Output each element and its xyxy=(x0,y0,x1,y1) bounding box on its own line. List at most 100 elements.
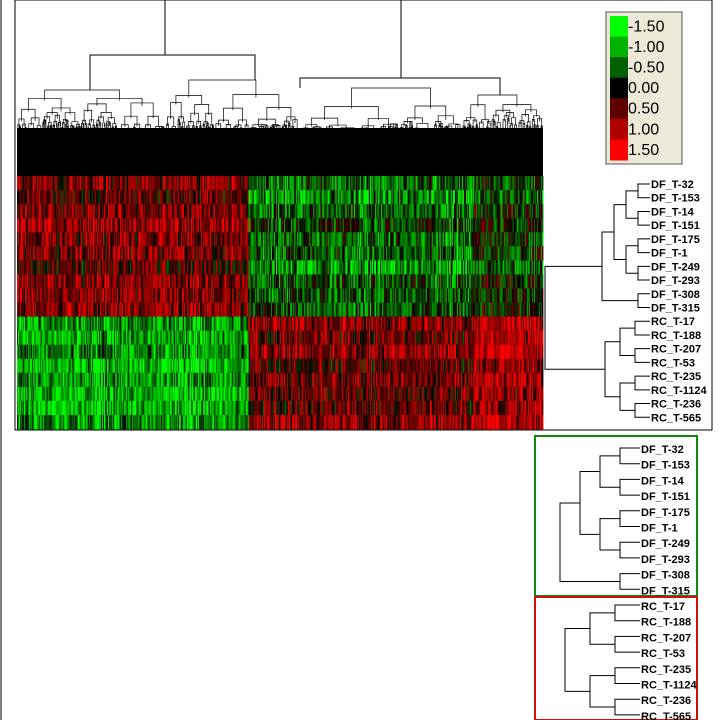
heatmap-cell xyxy=(129,232,131,247)
heatmap-cell xyxy=(206,414,208,430)
heatmap-cell xyxy=(238,358,240,374)
heatmap-cell xyxy=(96,232,99,247)
heatmap-cell xyxy=(83,204,86,219)
heatmap-cell xyxy=(184,386,187,402)
heatmap-cell xyxy=(25,288,27,303)
heatmap-cell xyxy=(219,414,221,430)
heatmap-cell xyxy=(241,400,243,416)
heatmap-cell xyxy=(54,204,56,219)
heatmap-cell xyxy=(254,274,257,289)
heatmap-cell xyxy=(227,232,229,247)
heatmap-cell xyxy=(68,358,70,374)
heatmap-cell xyxy=(198,204,200,219)
heatmap-cell xyxy=(20,204,22,219)
heatmap-cell xyxy=(133,400,135,416)
heatmap-cell xyxy=(94,386,97,402)
heatmap-cell xyxy=(42,204,44,219)
heatmap-cell xyxy=(46,386,48,402)
heatmap-cell xyxy=(183,204,186,219)
heatmap-cell xyxy=(229,274,231,289)
heatmap-cell xyxy=(250,204,253,219)
heatmap-cell xyxy=(100,386,103,402)
heatmap-cell xyxy=(144,344,146,360)
heatmap-cell xyxy=(38,372,40,388)
heatmap-cell xyxy=(63,316,65,332)
heatmap-cell xyxy=(68,204,70,219)
heatmap-cell xyxy=(151,330,153,346)
heatmap-cell xyxy=(239,246,241,261)
heatmap-cell xyxy=(57,414,59,430)
heatmap-cell xyxy=(37,246,39,261)
heatmap-cell xyxy=(72,330,75,346)
heatmap-cell xyxy=(171,372,174,388)
heatmap-cell xyxy=(123,288,125,303)
heatmap-cell xyxy=(234,372,236,388)
heatmap-cell xyxy=(192,218,194,233)
heatmap-cell xyxy=(144,260,146,275)
heatmap-cell xyxy=(43,316,45,332)
heatmap-cell xyxy=(220,414,222,430)
dendrogram-branch xyxy=(480,119,490,125)
heatmap-cell xyxy=(63,358,65,374)
heatmap-cell xyxy=(144,218,146,233)
heatmap-cell xyxy=(46,274,48,289)
heatmap-cell xyxy=(150,372,152,388)
heatmap-cell xyxy=(154,386,156,402)
heatmap-cell xyxy=(186,246,189,261)
heatmap-cell xyxy=(254,386,257,402)
heatmap-cell xyxy=(154,358,156,374)
heatmap-cell xyxy=(173,302,176,317)
heatmap-cell xyxy=(94,358,97,374)
heatmap-cell xyxy=(37,204,39,219)
heatmap-cell xyxy=(49,260,51,275)
heatmap-cell xyxy=(89,302,92,317)
heatmap-cell xyxy=(54,302,56,317)
heatmap-cell xyxy=(73,232,76,247)
heatmap-cell xyxy=(233,246,235,261)
heatmap-cell xyxy=(168,260,171,275)
heatmap-cell xyxy=(172,218,175,233)
heatmap-cell xyxy=(249,302,252,317)
heatmap-cell xyxy=(167,344,170,360)
heatmap-cell xyxy=(155,330,157,346)
heatmap-cell xyxy=(214,218,216,233)
heatmap-cell xyxy=(206,246,208,261)
heatmap-cell xyxy=(95,316,98,332)
heatmap-cell xyxy=(211,176,213,191)
heatmap-cell xyxy=(231,330,233,346)
heatmap-cell xyxy=(27,218,29,233)
heatmap-cell xyxy=(216,190,218,205)
heatmap-cell xyxy=(180,414,183,430)
heatmap-cell xyxy=(145,302,147,317)
heatmap-cell xyxy=(42,176,44,191)
heatmap-cell xyxy=(115,246,117,261)
heatmap-cell xyxy=(61,260,63,275)
heatmap-cell xyxy=(236,176,238,191)
heatmap-cell xyxy=(22,330,24,346)
heatmap-cell xyxy=(26,260,28,275)
heatmap-cell xyxy=(214,288,216,303)
heatmap-cell xyxy=(22,274,24,289)
heatmap-cell xyxy=(60,260,62,275)
heatmap-cell xyxy=(107,316,109,332)
heatmap-cell xyxy=(155,386,157,402)
heatmap-cell xyxy=(143,358,145,374)
heatmap-cell xyxy=(111,260,113,275)
heatmap-cell xyxy=(37,414,39,430)
heatmap-cell xyxy=(194,400,196,416)
heatmap-cell xyxy=(113,218,115,233)
heatmap-cell xyxy=(23,190,25,205)
heatmap-cell xyxy=(87,344,90,360)
heatmap-cell xyxy=(22,246,24,261)
heatmap-cell xyxy=(58,400,60,416)
heatmap-cell xyxy=(103,274,106,289)
heatmap-cell xyxy=(115,176,117,191)
heatmap-cell xyxy=(239,330,241,346)
heatmap-cell xyxy=(88,190,91,205)
heatmap-cell xyxy=(101,260,104,275)
heatmap-cell xyxy=(56,358,58,374)
heatmap-cell xyxy=(144,372,146,388)
heatmap-cell xyxy=(154,372,156,388)
heatmap-cell xyxy=(116,218,118,233)
heatmap-cell xyxy=(43,414,45,430)
